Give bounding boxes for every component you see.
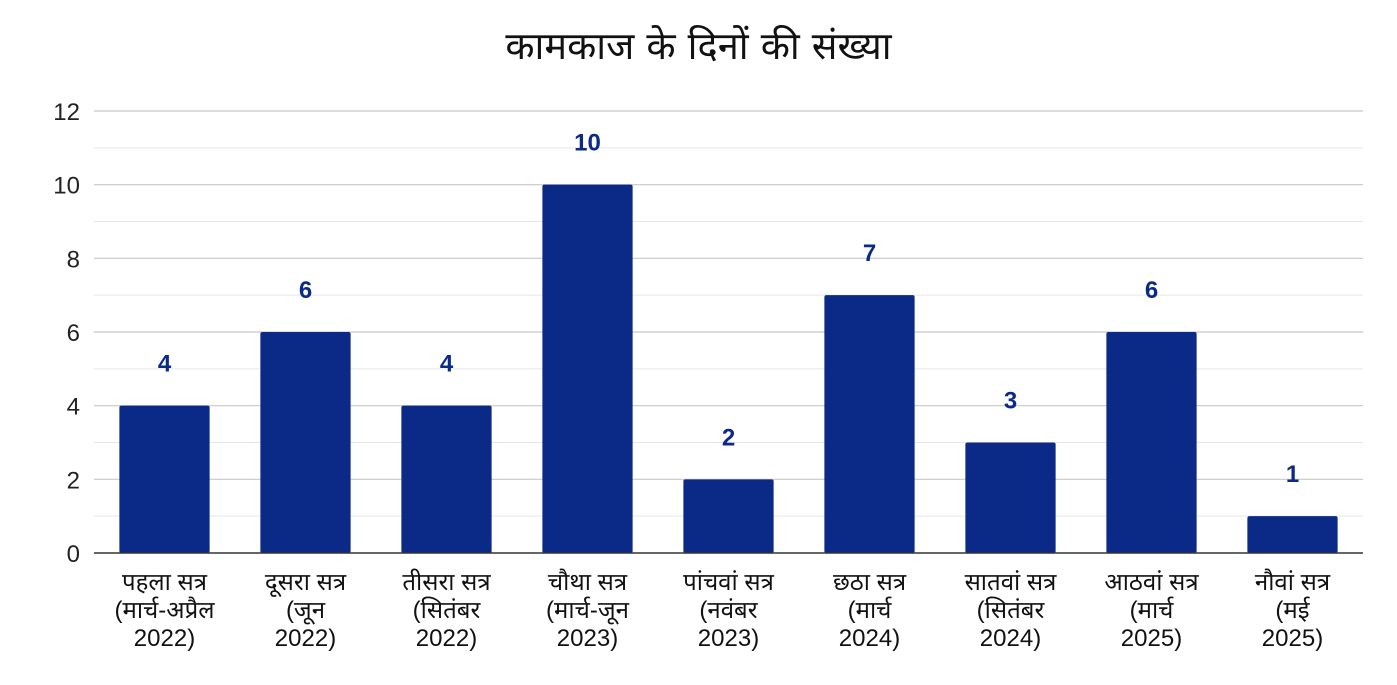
x-tick-label: नौवां सत्र (मई 2025)	[1255, 568, 1331, 652]
bar[interactable]	[824, 295, 915, 553]
x-tick-label-line: पांचवां सत्र	[683, 569, 775, 596]
x-tick-label-line: 2022)	[416, 625, 477, 652]
x-tick-label-line: 2025)	[1262, 625, 1323, 652]
x-tick-label-line: (नवंबर	[699, 597, 758, 624]
data-label: 6	[299, 277, 312, 304]
x-tick-label: पहला सत्र (मार्च-अप्रैल 2022)	[114, 569, 215, 652]
y-tick-label: 4	[67, 394, 80, 421]
data-label: 2	[722, 424, 735, 451]
x-tick-label-line: तीसरा सत्र	[402, 568, 491, 596]
x-tick-label: दूसरा सत्र (जून 2022)	[265, 569, 347, 652]
bar[interactable]	[1106, 332, 1197, 553]
x-tick-label-line: नौवां सत्र	[1255, 568, 1331, 596]
x-tick-label-line: (मार्च-जून	[546, 596, 630, 625]
y-tick-label: 0	[67, 541, 80, 568]
data-label: 4	[158, 351, 172, 378]
x-tick-label-line: सातवां सत्र	[965, 569, 1058, 596]
x-tick-label-line: (सितंबर	[413, 596, 482, 624]
bar[interactable]	[683, 479, 774, 553]
x-tick-label-line: (मार्च-अप्रैल	[114, 596, 215, 624]
y-tick-label: 8	[67, 246, 80, 273]
x-tick-label-line: पहला सत्र	[122, 569, 208, 596]
x-tick-label-line: (मार्च	[1130, 596, 1175, 624]
bar[interactable]	[965, 442, 1056, 554]
data-label: 1	[1286, 461, 1299, 488]
bar[interactable]	[1247, 516, 1338, 553]
x-tick-label: आठवां सत्र (मार्च 2025)	[1104, 569, 1199, 652]
x-tick-label-line: 2024)	[839, 625, 900, 652]
bar[interactable]	[260, 332, 351, 553]
x-tick-label-line: 2024)	[980, 625, 1041, 652]
x-tick-label-line: 2023)	[698, 625, 759, 652]
x-tick-label: पांचवां सत्र (नवंबर 2023)	[683, 569, 775, 652]
x-tick-label: तीसरा सत्र (सितंबर 2022)	[402, 568, 491, 652]
bar[interactable]	[542, 184, 633, 553]
bar[interactable]	[401, 405, 492, 553]
x-tick-label: छठा सत्र (मार्च 2024)	[833, 569, 907, 652]
data-label: 10	[574, 130, 601, 157]
data-label: 3	[1004, 388, 1017, 415]
x-tick-label: सातवां सत्र (सितंबर 2024)	[965, 569, 1058, 652]
x-tick-label-line: 2022)	[275, 625, 336, 652]
x-tick-label-line: 2022)	[134, 625, 195, 652]
bar[interactable]	[119, 405, 210, 553]
chart-title: कामकाज के दिनों की संख्या	[505, 24, 892, 68]
y-tick-label: 2	[67, 467, 80, 494]
x-tick-label-line: (सितंबर	[977, 596, 1046, 624]
x-tick-label-line: (मई	[1275, 596, 1310, 624]
data-label: 4	[440, 351, 454, 378]
x-tick-label-line: (जून	[286, 597, 326, 625]
y-tick-label: 10	[53, 173, 80, 200]
x-tick-label-line: दूसरा सत्र	[265, 569, 347, 598]
x-tick-label-line: आठवां सत्र	[1104, 569, 1199, 596]
x-tick-label-line: 2023)	[557, 625, 618, 652]
x-tick-label-line: चौथा सत्र	[548, 568, 628, 596]
x-tick-label: चौथा सत्र (मार्च-जून 2023)	[546, 568, 630, 652]
x-tick-label-line: छठा सत्र	[833, 569, 907, 596]
y-tick-label: 6	[67, 320, 80, 347]
data-label: 7	[863, 240, 876, 267]
y-tick-label: 12	[53, 99, 80, 126]
data-label: 6	[1145, 277, 1158, 304]
x-tick-label-line: 2025)	[1121, 625, 1182, 652]
x-tick-label-line: (मार्च	[848, 596, 893, 624]
